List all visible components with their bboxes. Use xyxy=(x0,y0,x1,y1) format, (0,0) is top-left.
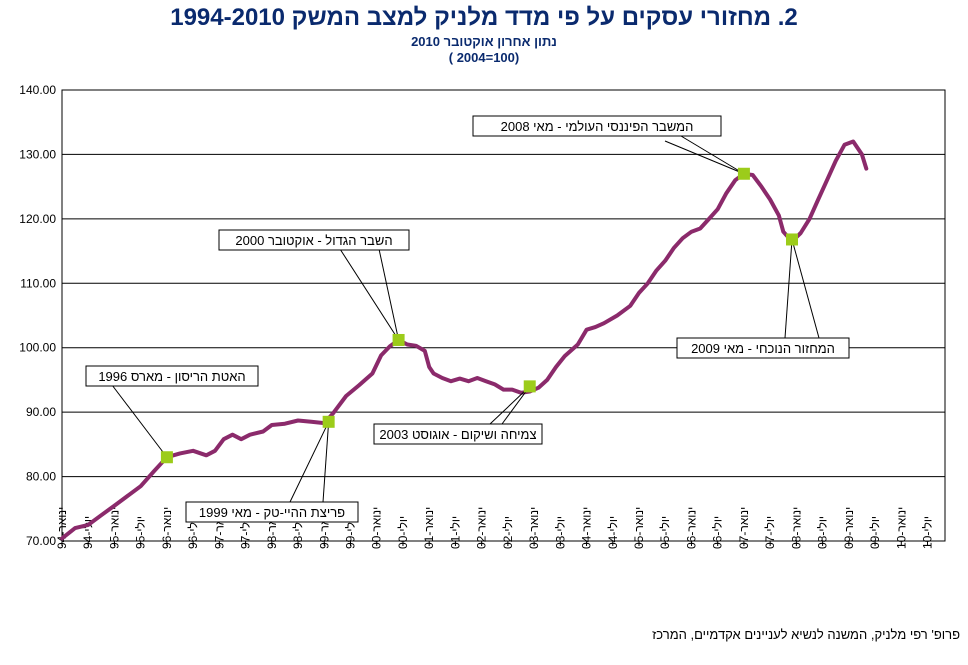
annotation-label: צמיחה ושיקום - אוגוסט 2003 xyxy=(379,427,536,442)
x-tick-label: יולי-05 xyxy=(658,516,672,549)
x-tick-label: יולי-95 xyxy=(134,516,148,549)
annotation-box xyxy=(218,229,410,251)
annotation-leader xyxy=(322,421,330,503)
x-tick-label: יולי-03 xyxy=(553,516,567,549)
x-tick-label: ינואר-05 xyxy=(632,507,646,549)
x-tick-label: ינואר-06 xyxy=(684,507,698,549)
annotation-box xyxy=(185,501,359,523)
annotation-leader xyxy=(501,386,531,425)
annotation-box xyxy=(373,423,543,445)
turning-point-marker xyxy=(392,333,405,346)
chart-base-note: ( 2004=100) xyxy=(448,50,520,65)
annotation-leader xyxy=(680,135,745,175)
x-tick-label: ינואר-00 xyxy=(370,507,384,549)
turning-point-marker xyxy=(786,233,799,246)
x-tick-label: יולי-00 xyxy=(396,516,410,549)
annotation-leader xyxy=(111,384,168,458)
annotation-leader xyxy=(339,248,400,341)
y-tick-label: 110.00 xyxy=(20,276,56,290)
x-tick-label: ינואר-95 xyxy=(107,507,121,549)
annotation-leader xyxy=(791,239,820,339)
x-tick-label: ינואר-94 xyxy=(55,507,69,549)
turning-point-marker xyxy=(737,167,750,180)
y-tick-label: 70.00 xyxy=(26,534,56,548)
annotation-leader xyxy=(784,239,793,339)
annotation-leader xyxy=(489,386,531,425)
x-tick-label: יולי-96 xyxy=(186,516,200,549)
chart-subtitle: נתון אחרון אוקטובר 2010 xyxy=(411,34,557,49)
chart-title: 2. מחזורי עסקים על פי מדד מלניק למצב המש… xyxy=(170,4,798,31)
annotation-label: פריצת ההיי-טק - מאי 1999 xyxy=(199,505,345,520)
annotation-box xyxy=(472,115,722,137)
series-line-0 xyxy=(60,139,869,541)
x-tick-label: יולי-06 xyxy=(711,516,725,549)
y-tick-label: 140.00 xyxy=(19,83,56,97)
annotation-label: המחזור הנוכחי - מאי 2009 xyxy=(691,341,835,356)
annotation-label: האטת הריסון - מארס 1996 xyxy=(98,369,245,384)
x-tick-label: יולי-09 xyxy=(868,516,882,549)
x-tick-label: ינואר-09 xyxy=(842,507,856,549)
y-tick-label: 80.00 xyxy=(26,470,56,484)
x-tick-label: יולי-98 xyxy=(291,516,305,549)
annotation-leader xyxy=(289,421,330,503)
annotation-label: המשבר הפיננסי העולמי - מאי 2008 xyxy=(501,119,694,134)
x-tick-label: ינואר-01 xyxy=(422,507,436,549)
y-tick-label: 100.00 xyxy=(19,341,56,355)
x-tick-label: ינואר-04 xyxy=(580,507,594,549)
x-tick-label: יולי-97 xyxy=(239,516,253,549)
x-tick-label: יולי-07 xyxy=(763,516,777,549)
annotation-box xyxy=(85,365,259,387)
source-footer: פרופ' רפי מלניק, המשנה לנשיא לעניינים אק… xyxy=(652,627,960,642)
annotation-box xyxy=(676,337,850,359)
x-tick-label: יולי-01 xyxy=(448,516,462,549)
x-tick-label: ינואר-03 xyxy=(527,507,541,549)
x-tick-label: ינואר-08 xyxy=(789,507,803,549)
x-tick-label: יולי-04 xyxy=(606,516,620,549)
annotation-leader xyxy=(664,140,745,175)
turning-point-marker xyxy=(523,380,536,393)
x-tick-label: ינואר-07 xyxy=(737,507,751,549)
x-tick-label: ינואר-02 xyxy=(475,507,489,549)
x-tick-label: ינואר-10 xyxy=(894,507,908,549)
turning-point-marker xyxy=(322,415,335,428)
y-tick-label: 130.00 xyxy=(19,147,56,161)
annotation-label: השבר הגדול - אוקטובר 2000 xyxy=(235,233,392,248)
turning-point-marker xyxy=(160,451,173,464)
annotation-leader xyxy=(378,248,400,341)
x-tick-label: יולי-02 xyxy=(501,516,515,549)
x-tick-label: יולי-08 xyxy=(816,516,830,549)
x-tick-label: ינואר-96 xyxy=(160,507,174,549)
x-tick-label: יולי-99 xyxy=(344,516,358,549)
x-tick-label: יולי-10 xyxy=(921,516,935,549)
y-tick-label: 90.00 xyxy=(26,405,56,419)
y-tick-label: 120.00 xyxy=(19,212,56,226)
